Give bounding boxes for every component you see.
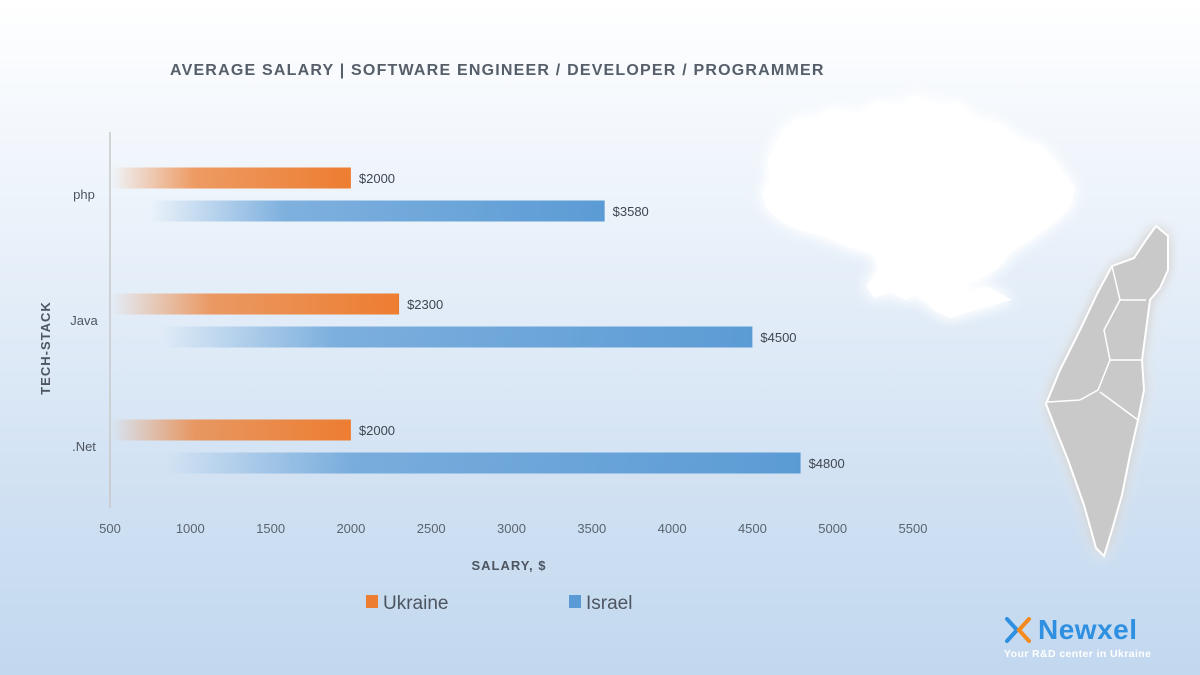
x-tick-label: 500	[99, 521, 121, 536]
x-tick-label: 1500	[256, 521, 285, 536]
category-label: .Net	[72, 439, 96, 454]
bar-israel-php	[110, 201, 605, 222]
legend: Ukraine Israel	[366, 593, 632, 614]
x-tick-label: 2000	[336, 521, 365, 536]
brand-tagline: Your R&D center in Ukraine	[1004, 648, 1174, 660]
newxel-logo: Newxel Your R&D center in Ukraine	[1004, 614, 1174, 660]
legend-label-israel: Israel	[586, 593, 632, 614]
data-label: $2300	[407, 297, 443, 312]
x-tick-label: 4000	[658, 521, 687, 536]
data-label: $2000	[359, 423, 395, 438]
x-tick-label: 2500	[417, 521, 446, 536]
x-tick-label: 5000	[818, 521, 847, 536]
category-label: Java	[70, 313, 98, 328]
legend-swatch-ukraine	[366, 595, 378, 608]
x-axis-title: SALARY, $	[472, 558, 547, 573]
bar-ukraine-php	[110, 168, 351, 189]
data-label: $4500	[760, 330, 796, 345]
bar-ukraine-java	[110, 294, 399, 315]
ukraine-map-icon	[762, 96, 1075, 318]
bar-israel-net	[110, 453, 801, 474]
legend-swatch-israel	[569, 595, 581, 608]
bar-ukraine-net	[110, 420, 351, 441]
category-label: php	[73, 187, 95, 202]
newxel-x-icon	[1004, 616, 1032, 644]
x-tick-label: 5500	[899, 521, 928, 536]
x-tick-label: 3500	[577, 521, 606, 536]
israel-map-icon	[1046, 226, 1168, 556]
chart-area: 500 1000 1500 2000 2500 3000 3500 4000 4500 5000 5…	[0, 0, 1200, 675]
y-axis-title: TECH-STACK	[38, 301, 53, 395]
data-label: $4800	[809, 456, 845, 471]
brand-name: Newxel	[1038, 614, 1138, 646]
x-tick-label: 1000	[176, 521, 205, 536]
data-label: $2000	[359, 171, 395, 186]
bar-israel-java	[110, 327, 752, 348]
data-label: $3580	[613, 204, 649, 219]
legend-label-ukraine: Ukraine	[383, 593, 448, 614]
x-tick-label: 4500	[738, 521, 767, 536]
x-tick-label: 3000	[497, 521, 526, 536]
